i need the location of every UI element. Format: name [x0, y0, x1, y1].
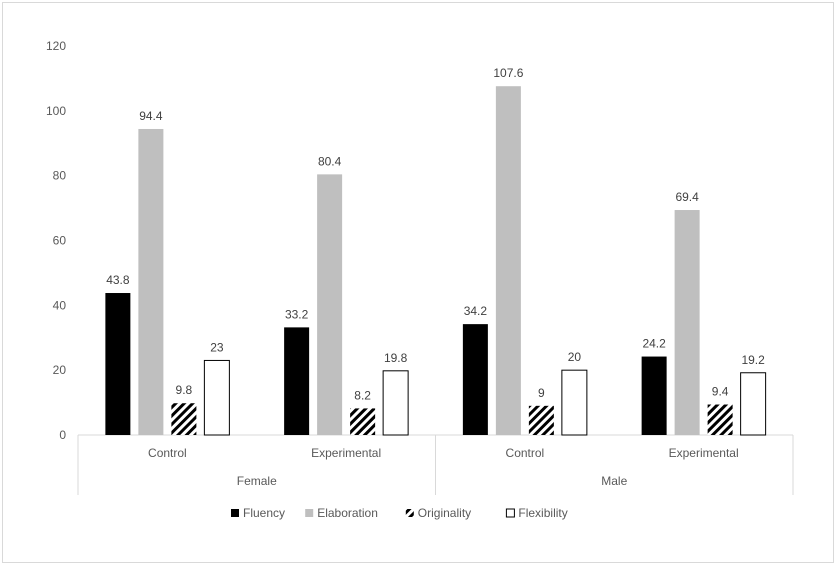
- data-label: 9: [538, 386, 545, 400]
- category-label: Control: [148, 446, 187, 460]
- bar-elaboration: [138, 128, 164, 435]
- data-label: 8.2: [354, 388, 371, 402]
- y-tick-label: 80: [53, 169, 67, 183]
- data-label: 20: [568, 350, 582, 364]
- data-label: 9.8: [176, 383, 193, 397]
- legend-swatch: [305, 509, 314, 517]
- bar-fluency: [641, 356, 667, 435]
- data-label: 69.4: [675, 190, 699, 204]
- group-label: Female: [237, 474, 277, 488]
- axes: [77, 434, 794, 495]
- data-label: 23: [210, 340, 224, 354]
- category-label: Experimental: [669, 446, 739, 460]
- bar-originality: [171, 403, 197, 435]
- group-label: Male: [601, 474, 627, 488]
- y-tick-label: 120: [46, 39, 66, 53]
- legend-label: Originality: [418, 506, 471, 520]
- legend-item-elaboration: Elaboration: [305, 506, 378, 520]
- category-label: Experimental: [311, 446, 381, 460]
- bar-elaboration: [674, 210, 700, 435]
- data-label: 24.2: [642, 337, 666, 351]
- category-label: Control: [506, 446, 545, 460]
- category-labels: Control Experimental Female Control Experime…: [148, 446, 739, 488]
- bar-fluency: [105, 293, 131, 435]
- legend-swatch: [231, 509, 239, 517]
- data-label: 94.4: [139, 109, 163, 123]
- legend: Fluency Elaboration Originality Flexibility: [231, 506, 568, 520]
- legend-label: Fluency: [243, 506, 285, 520]
- data-labels: 43.8 94.4 9.8 23 33.2 80.4 8.2 19.8 34.2 107.6 9 20…: [106, 66, 765, 402]
- bar-flexibility: [203, 359, 230, 436]
- y-axis-tick-labels: 0 20 40 60 80 100 120: [46, 39, 66, 442]
- y-tick-label: 40: [53, 298, 67, 312]
- bar-flexibility: [740, 372, 767, 436]
- bar-elaboration: [317, 174, 343, 435]
- legend-item-flexibility: Flexibility: [505, 506, 568, 520]
- data-label: 9.4: [712, 385, 729, 399]
- y-tick-label: 100: [46, 104, 66, 118]
- bar-originality: [707, 404, 733, 435]
- data-label: 43.8: [106, 273, 130, 287]
- y-tick-label: 60: [53, 234, 67, 248]
- y-tick-label: 0: [59, 428, 66, 442]
- bar-fluency: [462, 324, 488, 435]
- bar-originality: [350, 408, 376, 435]
- data-label: 34.2: [464, 304, 488, 318]
- legend-swatch: [505, 508, 515, 518]
- data-label: 19.8: [384, 351, 408, 365]
- bar-flexibility: [382, 370, 409, 436]
- data-label: 80.4: [318, 154, 342, 168]
- legend-item-fluency: Fluency: [231, 506, 285, 520]
- legend-swatch: [405, 509, 414, 517]
- data-label: 19.2: [741, 353, 765, 367]
- legend-label: Flexibility: [518, 506, 567, 520]
- legend-item-originality: Originality: [405, 506, 471, 520]
- bar-originality: [528, 405, 554, 435]
- y-tick-label: 20: [53, 363, 67, 377]
- bar-fluency: [284, 327, 310, 435]
- bars: [105, 86, 767, 436]
- data-label: 107.6: [493, 66, 523, 80]
- bar-flexibility: [561, 369, 588, 436]
- legend-label: Elaboration: [317, 506, 378, 520]
- bar-elaboration: [495, 86, 521, 436]
- data-label: 33.2: [285, 307, 309, 321]
